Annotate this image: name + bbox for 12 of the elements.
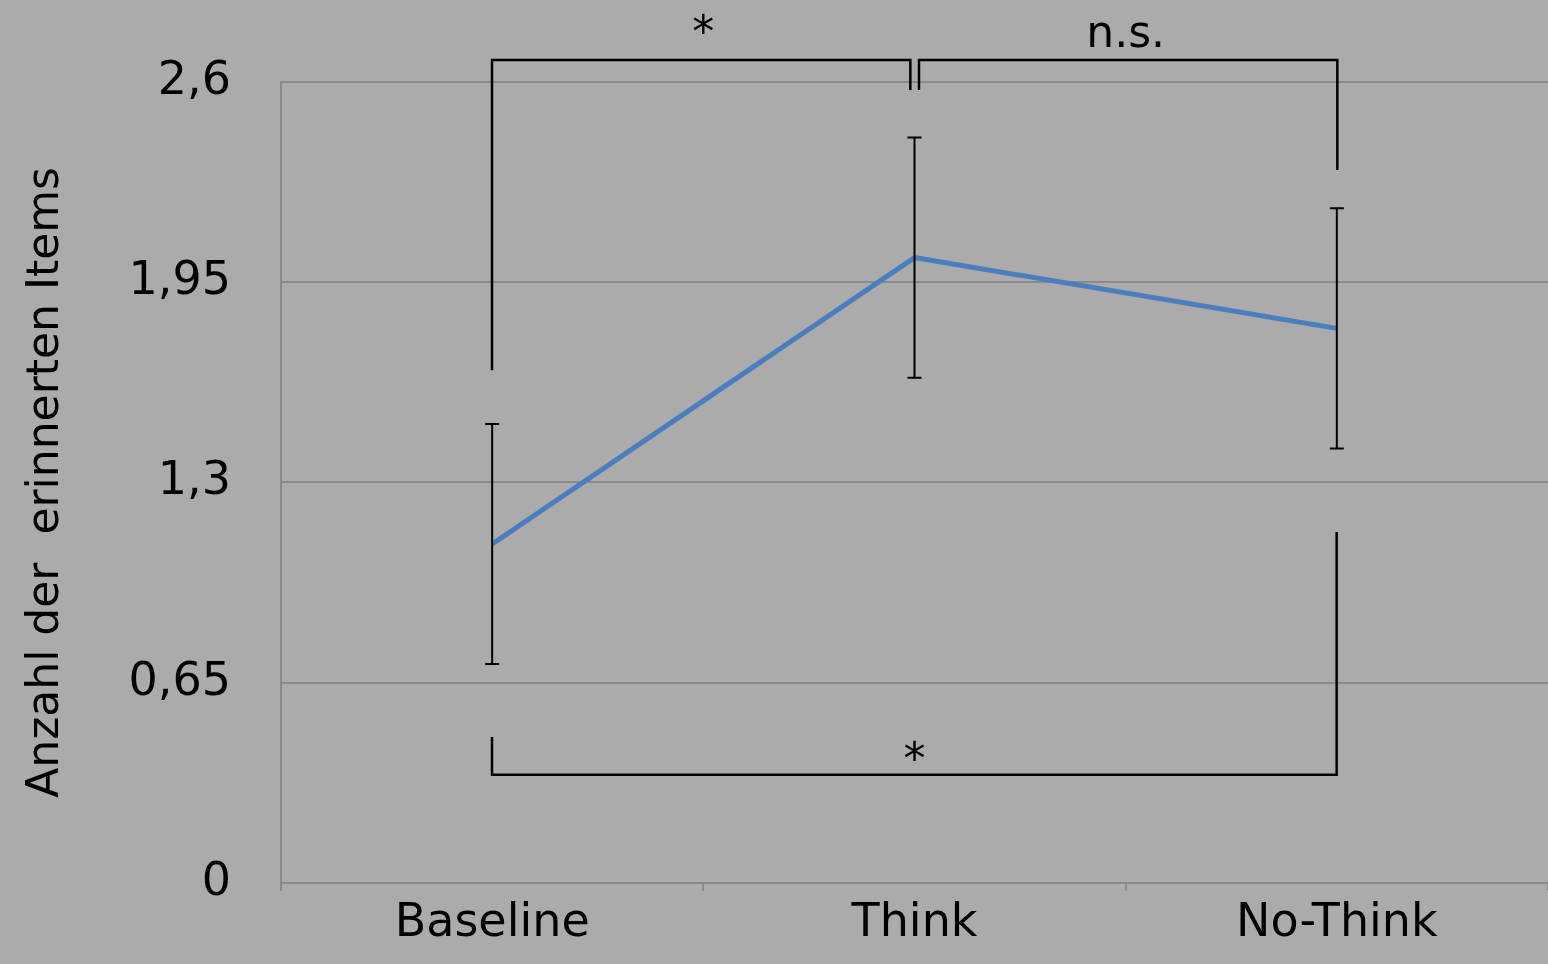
y-tick-label: 1,3 — [157, 451, 231, 506]
text: * — [692, 6, 715, 58]
y-axis-title: Anzahl der erinnerten Items — [16, 166, 68, 798]
annotation: * — [903, 733, 926, 785]
x-tick-label: No-Think — [1236, 893, 1438, 948]
y-tick-label: 0 — [201, 851, 231, 906]
y-tick-label: 0,65 — [128, 651, 231, 706]
y-tick-label: 2,6 — [157, 50, 231, 105]
y-tick-label: 1,95 — [128, 251, 231, 306]
text: n.s. — [1086, 6, 1166, 58]
x-tick-label: Think — [850, 893, 978, 948]
x-tick-label: Baseline — [394, 893, 590, 948]
